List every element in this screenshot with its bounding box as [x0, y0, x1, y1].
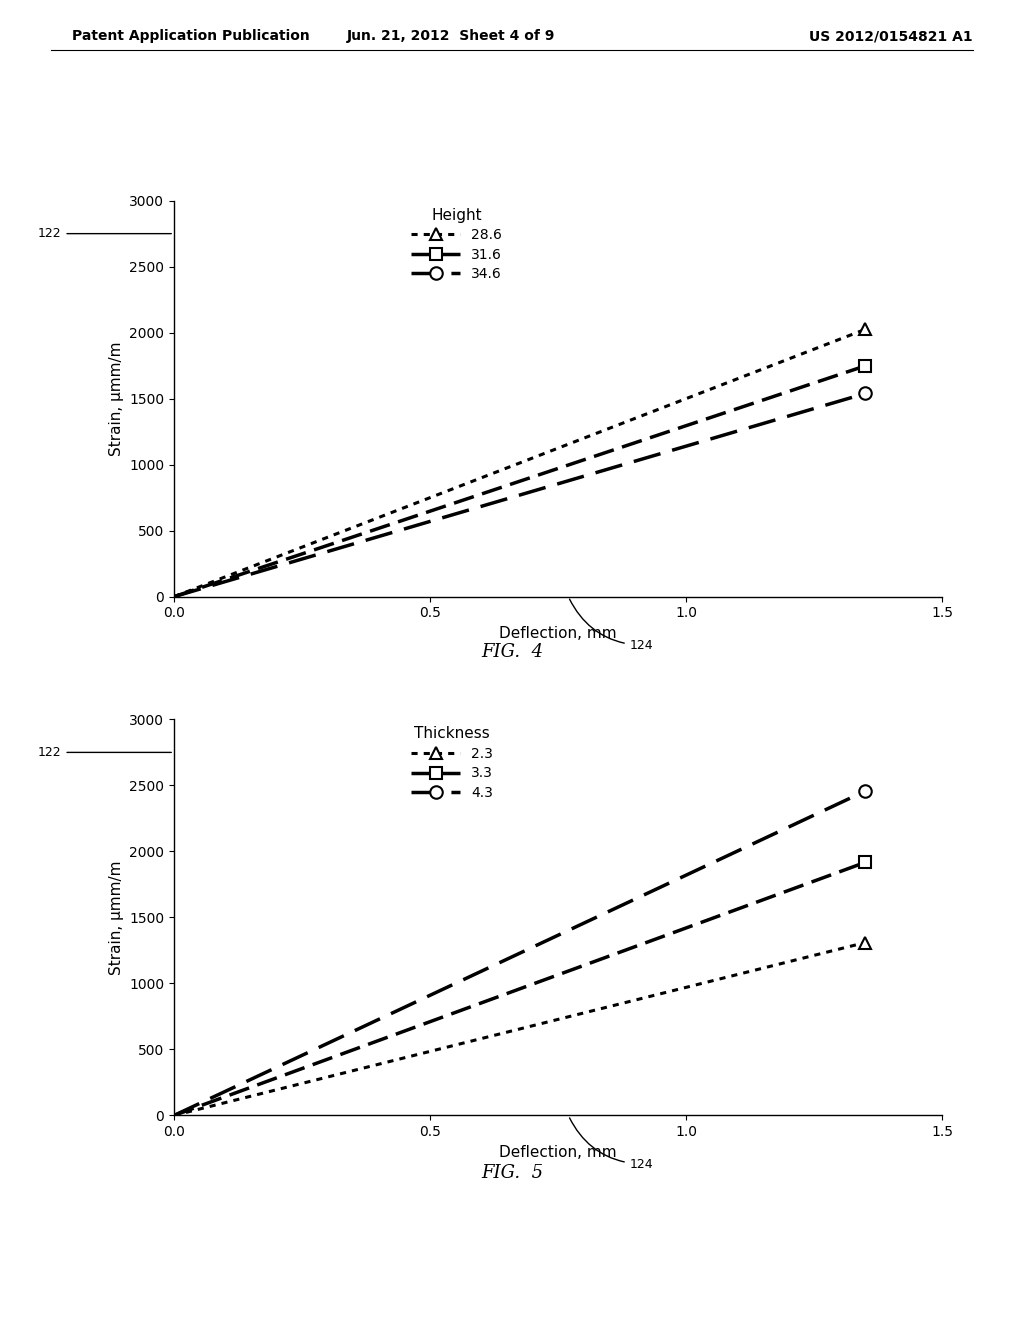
Text: US 2012/0154821 A1: US 2012/0154821 A1 — [809, 29, 973, 44]
X-axis label: Deflection, mm: Deflection, mm — [500, 626, 616, 642]
Text: FIG.  5: FIG. 5 — [481, 1164, 543, 1183]
Text: FIG.  4: FIG. 4 — [481, 643, 543, 661]
Text: Patent Application Publication: Patent Application Publication — [72, 29, 309, 44]
Text: 122: 122 — [38, 227, 171, 240]
Text: 124: 124 — [569, 599, 653, 652]
Text: 122: 122 — [38, 746, 171, 759]
Text: 124: 124 — [569, 1118, 653, 1171]
Y-axis label: Strain, μmm/m: Strain, μmm/m — [109, 342, 124, 455]
Text: Jun. 21, 2012  Sheet 4 of 9: Jun. 21, 2012 Sheet 4 of 9 — [346, 29, 555, 44]
Legend: 2.3, 3.3, 4.3: 2.3, 3.3, 4.3 — [412, 726, 493, 800]
Legend: 28.6, 31.6, 34.6: 28.6, 31.6, 34.6 — [412, 207, 502, 281]
Y-axis label: Strain, μmm/m: Strain, μmm/m — [109, 861, 124, 974]
X-axis label: Deflection, mm: Deflection, mm — [500, 1144, 616, 1160]
